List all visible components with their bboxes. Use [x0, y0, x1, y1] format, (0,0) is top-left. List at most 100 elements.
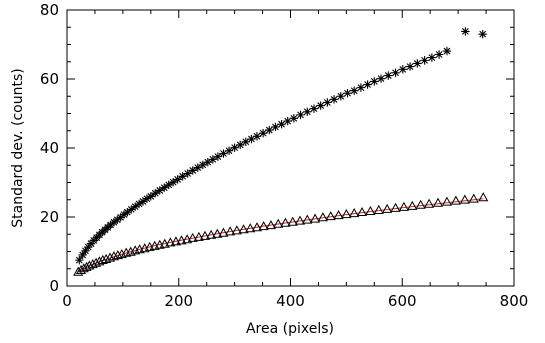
triangle-point — [265, 220, 276, 230]
triangle-point — [182, 234, 193, 244]
triangle-point — [87, 259, 98, 269]
asterisk-point — [316, 101, 325, 110]
triangle-point — [450, 195, 461, 205]
asterisk-point — [258, 128, 268, 138]
triangle-point — [468, 193, 479, 203]
asterisk-point — [224, 146, 234, 155]
triangle-point — [91, 257, 102, 267]
triangle-point — [94, 256, 105, 266]
asterisk-point — [113, 215, 122, 224]
triangle-point — [398, 201, 409, 211]
triangle-point — [365, 205, 376, 215]
asterisk-point — [356, 83, 366, 92]
asterisk-point — [370, 77, 379, 86]
asterisk-point — [84, 242, 93, 252]
asterisk-point — [296, 110, 305, 120]
asterisk-point — [116, 213, 125, 222]
fit-line — [77, 198, 484, 273]
triangle-point — [349, 207, 360, 218]
asterisk-point — [146, 192, 156, 201]
x-tick-label: 400 — [276, 292, 305, 310]
y-tick-label: 20 — [40, 208, 59, 226]
triangle-point — [170, 236, 182, 246]
asterisk-point — [78, 250, 87, 260]
triangle-point — [218, 227, 229, 237]
asterisk-point — [236, 140, 245, 150]
y-axis-title: Standard dev. (counts) — [10, 68, 26, 227]
asterisk-point — [109, 217, 119, 227]
triangle-point — [258, 221, 269, 231]
triangle-point — [294, 215, 306, 225]
triangle-point — [478, 192, 489, 202]
triangle-point — [415, 199, 426, 209]
asterisk-point — [193, 163, 202, 172]
triangle-point — [280, 217, 291, 227]
y-tick-label: 60 — [40, 70, 59, 88]
triangle-point — [424, 198, 435, 208]
asterisk-point — [203, 157, 213, 167]
triangle-point — [317, 212, 328, 222]
triangle-point — [407, 200, 418, 210]
asterisk-point — [198, 160, 207, 170]
asterisk-point — [160, 183, 169, 192]
asterisk-point — [329, 95, 339, 104]
triangle-point — [273, 218, 284, 228]
asterisk-point — [478, 29, 487, 39]
asterisk-point — [289, 114, 299, 123]
asterisk-point — [130, 202, 140, 211]
triangle-point — [108, 251, 119, 261]
triangle-point — [245, 223, 256, 233]
x-tick-label: 600 — [388, 292, 417, 310]
asterisk-point — [391, 68, 400, 77]
asterisk-point — [247, 134, 256, 144]
asterisk-point — [283, 116, 292, 126]
triangle-point — [333, 210, 344, 220]
asterisk-point — [349, 86, 359, 95]
triangle-point — [176, 235, 187, 245]
asterisk-point — [265, 125, 274, 135]
triangle-point — [212, 228, 223, 238]
asterisk-point — [81, 246, 90, 256]
fit-line-group — [77, 198, 484, 273]
triangle-point — [84, 260, 95, 270]
asterisk-point — [213, 152, 223, 161]
triangle-point — [225, 226, 236, 236]
asterisk-point — [303, 107, 312, 116]
triangle-point — [390, 202, 401, 212]
asterisk-point — [384, 71, 393, 80]
asterisk-point — [230, 143, 239, 152]
triangle-point — [199, 230, 211, 240]
triangle-point — [165, 237, 176, 247]
triangle-point — [104, 252, 116, 262]
triangle-point — [287, 216, 298, 226]
asterisk-point — [427, 53, 437, 62]
x-axis-title: Area (pixels) — [246, 321, 334, 337]
asterisk-point — [178, 172, 187, 181]
triangle-point — [459, 194, 470, 204]
triangle-point — [325, 211, 336, 221]
asterisk-point — [183, 169, 192, 178]
y-tick-label: 0 — [49, 277, 59, 295]
y-tick-label: 40 — [40, 139, 59, 157]
triangle-point — [310, 213, 321, 223]
asterisk-point — [123, 207, 132, 217]
triangle-point — [101, 253, 112, 263]
asterisk-point — [142, 194, 152, 203]
asterisk-point — [119, 210, 129, 219]
axis-tick-labels: 0 200 400 600 800 0 20 40 60 80 — [40, 1, 528, 310]
asterisk-point — [219, 149, 228, 158]
asterisk-point — [461, 27, 470, 36]
triangle-point — [382, 203, 393, 213]
asterisk-point — [138, 197, 148, 206]
asterisk-point — [134, 199, 144, 209]
asterisk-point — [309, 104, 319, 113]
triangle-point — [238, 224, 249, 234]
asterisk-point — [173, 175, 182, 184]
asterisk-point — [75, 255, 84, 265]
asterisk-point — [323, 98, 332, 107]
asterisk-point — [413, 59, 422, 68]
asterisk-point — [271, 122, 280, 132]
axis-ticks — [66, 9, 515, 287]
asterisk-point — [343, 88, 352, 98]
